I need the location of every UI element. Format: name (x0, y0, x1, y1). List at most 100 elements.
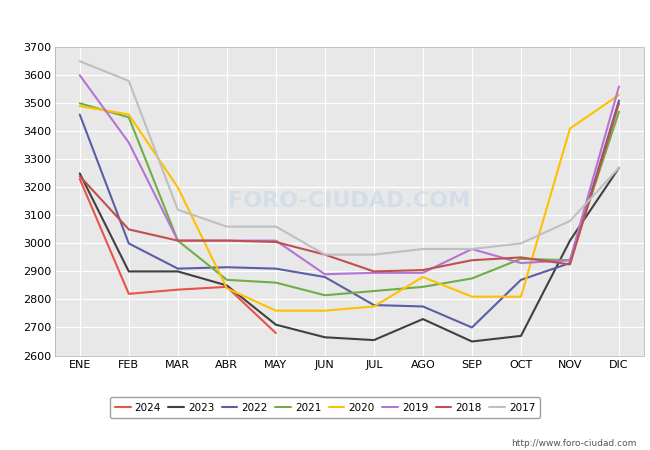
2018 (615, 101, 623, 106)
2023 (125, 269, 133, 274)
2022 (566, 261, 574, 266)
2020 (321, 308, 329, 313)
2019 (370, 270, 378, 275)
2022 (419, 304, 427, 309)
2017 (615, 165, 623, 171)
2020 (517, 294, 525, 299)
2021 (370, 288, 378, 294)
2022 (76, 112, 84, 117)
2017 (174, 207, 182, 212)
2020 (76, 104, 84, 109)
2021 (468, 276, 476, 281)
2018 (321, 252, 329, 257)
2018 (272, 239, 280, 245)
2020 (223, 286, 231, 291)
2020 (125, 112, 133, 117)
2024 (223, 284, 231, 289)
2018 (174, 238, 182, 243)
2023 (321, 335, 329, 340)
Line: 2024: 2024 (80, 179, 276, 333)
2022 (272, 266, 280, 271)
2021 (321, 292, 329, 298)
2019 (174, 238, 182, 243)
2017 (370, 252, 378, 257)
2018 (125, 227, 133, 232)
2024 (272, 330, 280, 336)
2021 (76, 101, 84, 106)
2020 (468, 294, 476, 299)
2022 (370, 302, 378, 308)
Text: Afiliados en Villanueva del Arzobispo a 31/5/2024: Afiliados en Villanueva del Arzobispo a … (136, 12, 514, 27)
2018 (468, 257, 476, 263)
2018 (370, 269, 378, 274)
2017 (321, 252, 329, 257)
2023 (223, 283, 231, 288)
2021 (517, 256, 525, 261)
2018 (566, 262, 574, 267)
2019 (125, 140, 133, 145)
2020 (615, 92, 623, 98)
2021 (566, 257, 574, 263)
2021 (272, 280, 280, 285)
2022 (223, 265, 231, 270)
2023 (615, 165, 623, 171)
2019 (321, 271, 329, 277)
2024 (174, 287, 182, 292)
2020 (174, 184, 182, 190)
Line: 2022: 2022 (80, 100, 619, 328)
2019 (272, 238, 280, 243)
2022 (517, 277, 525, 283)
2023 (76, 171, 84, 176)
Line: 2018: 2018 (80, 104, 619, 271)
2020 (272, 308, 280, 313)
2024 (125, 291, 133, 297)
2023 (370, 338, 378, 343)
2023 (517, 333, 525, 338)
2022 (468, 325, 476, 330)
2023 (419, 316, 427, 322)
2021 (125, 115, 133, 120)
2019 (419, 270, 427, 275)
2017 (468, 246, 476, 252)
2023 (272, 322, 280, 328)
Text: FORO-CIUDAD.COM: FORO-CIUDAD.COM (228, 191, 471, 212)
2017 (517, 241, 525, 246)
2018 (76, 173, 84, 179)
2017 (419, 246, 427, 252)
2020 (566, 126, 574, 131)
2018 (517, 255, 525, 260)
2017 (76, 58, 84, 64)
2020 (419, 274, 427, 280)
2019 (468, 246, 476, 252)
2019 (517, 261, 525, 266)
2022 (125, 241, 133, 246)
2023 (566, 238, 574, 243)
2023 (468, 339, 476, 344)
2024 (76, 176, 84, 182)
2021 (223, 277, 231, 283)
Line: 2021: 2021 (80, 104, 619, 295)
2021 (419, 284, 427, 289)
2017 (566, 218, 574, 224)
2018 (419, 267, 427, 273)
2020 (370, 304, 378, 309)
2021 (174, 238, 182, 243)
2023 (174, 269, 182, 274)
2017 (125, 78, 133, 84)
Text: http://www.foro-ciudad.com: http://www.foro-ciudad.com (512, 439, 637, 448)
2019 (223, 238, 231, 243)
2021 (615, 109, 623, 114)
2022 (321, 274, 329, 280)
2017 (223, 224, 231, 230)
2018 (223, 238, 231, 243)
Line: 2017: 2017 (80, 61, 619, 255)
Line: 2020: 2020 (80, 95, 619, 310)
2019 (615, 84, 623, 89)
2019 (566, 257, 574, 263)
2022 (174, 266, 182, 271)
Line: 2019: 2019 (80, 75, 619, 274)
Legend: 2024, 2023, 2022, 2021, 2020, 2019, 2018, 2017: 2024, 2023, 2022, 2021, 2020, 2019, 2018… (110, 397, 540, 418)
2022 (615, 98, 623, 103)
2017 (272, 224, 280, 230)
Line: 2023: 2023 (80, 168, 619, 342)
